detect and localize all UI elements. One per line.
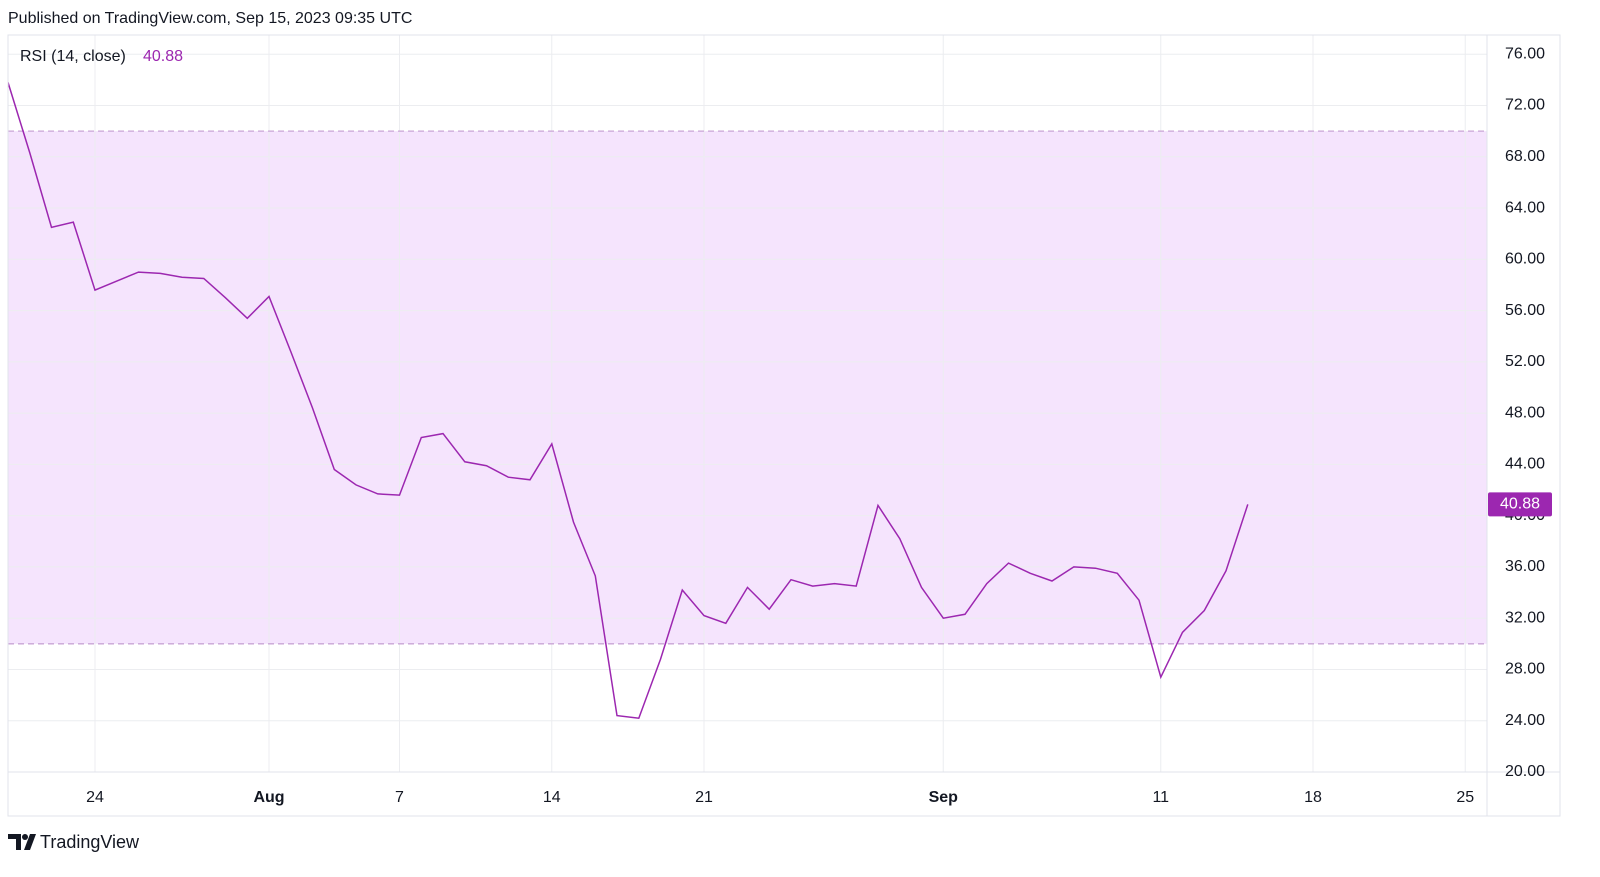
- x-tick-label: Aug: [253, 789, 284, 806]
- x-tick-label: Sep: [929, 789, 959, 806]
- y-tick-label: 56.00: [1505, 302, 1545, 319]
- y-tick-label: 52.00: [1505, 353, 1545, 370]
- x-tick-label: 18: [1304, 789, 1322, 806]
- x-tick-label: 14: [543, 789, 561, 806]
- legend-value: 40.88: [143, 48, 183, 65]
- rsi-line: [8, 82, 1249, 720]
- y-tick-label: 24.00: [1505, 712, 1545, 729]
- last-value-label: 40.88: [1500, 496, 1540, 513]
- x-tick-label: 25: [1456, 789, 1474, 806]
- y-tick-label: 36.00: [1505, 558, 1545, 575]
- last-value-tag: [1488, 492, 1552, 517]
- x-tick-label: 21: [695, 789, 713, 806]
- plot-area: [8, 35, 1487, 772]
- logo: [8, 834, 36, 850]
- y-tick-label: 68.00: [1505, 148, 1545, 165]
- x-tick-label: 24: [86, 789, 104, 806]
- y-tick-label: 20.00: [1505, 763, 1545, 780]
- y-tick-label: 60.00: [1505, 251, 1545, 268]
- y-tick-label: 48.00: [1505, 404, 1545, 421]
- footer-brand: TradingView: [40, 832, 140, 852]
- y-tick-label: 32.00: [1505, 609, 1545, 626]
- y-tick-label: 28.00: [1505, 661, 1545, 678]
- y-tick-label: 64.00: [1505, 199, 1545, 216]
- frame: [7, 34, 1561, 817]
- x-tick-label: 11: [1152, 789, 1169, 806]
- legend-name: RSI (14, close): [20, 48, 126, 65]
- x-tick-label: 7: [395, 789, 404, 806]
- y-tick-label: 44.00: [1505, 456, 1545, 473]
- y-tick-label: 76.00: [1505, 45, 1545, 62]
- y-tick-label: 72.00: [1505, 97, 1545, 114]
- chart-title: Published on TradingView.com, Sep 15, 20…: [8, 10, 412, 27]
- band-fill: [8, 131, 1487, 644]
